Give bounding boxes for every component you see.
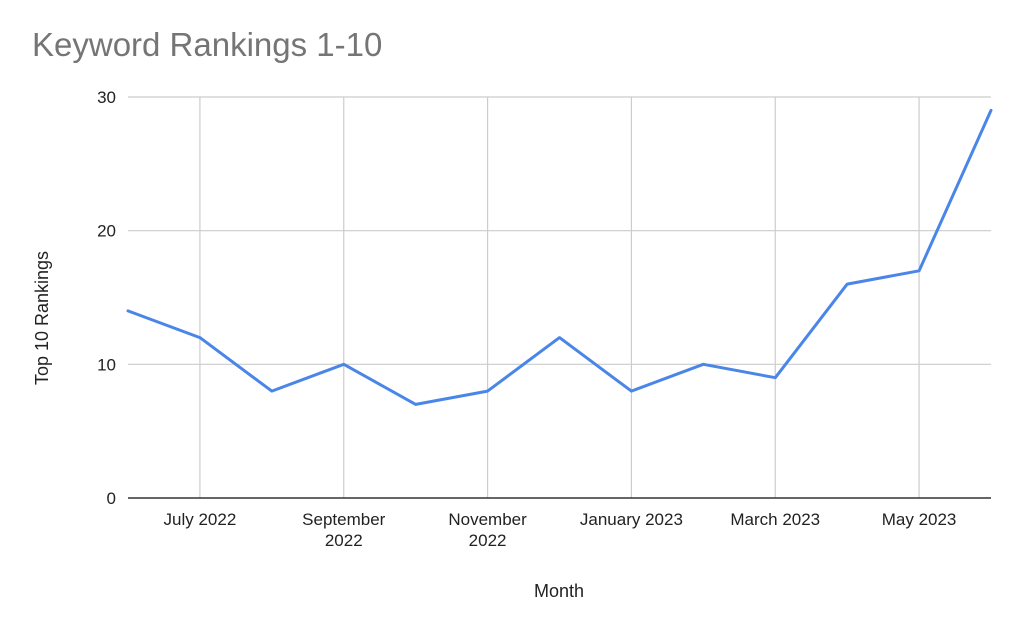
x-tick-label-2: November 2022 [448, 510, 527, 550]
y-axis-title: Top 10 Rankings [32, 251, 52, 385]
y-tick-label-20: 20 [97, 222, 116, 241]
y-tick-label-30: 30 [97, 88, 116, 107]
x-tick-label-1: September 2022 [302, 510, 385, 550]
y-tick-label-10: 10 [97, 355, 116, 374]
series-layer [126, 108, 993, 406]
x-tick-label-4: March 2023 [730, 510, 820, 529]
series-line-0 [126, 108, 993, 406]
x-tick-label-0: July 2022 [164, 510, 237, 529]
x-tick-label-3: January 2023 [580, 510, 683, 529]
grid-lines [128, 96, 991, 498]
chart-title: Keyword Rankings 1-10 [32, 26, 383, 63]
x-axis-title: Month [534, 581, 584, 601]
x-tick-label-5: May 2023 [882, 510, 957, 529]
y-tick-label-0: 0 [107, 489, 116, 508]
tick-labels: 0 10 20 30 July 2022 September 2022 November 202… [97, 88, 956, 550]
